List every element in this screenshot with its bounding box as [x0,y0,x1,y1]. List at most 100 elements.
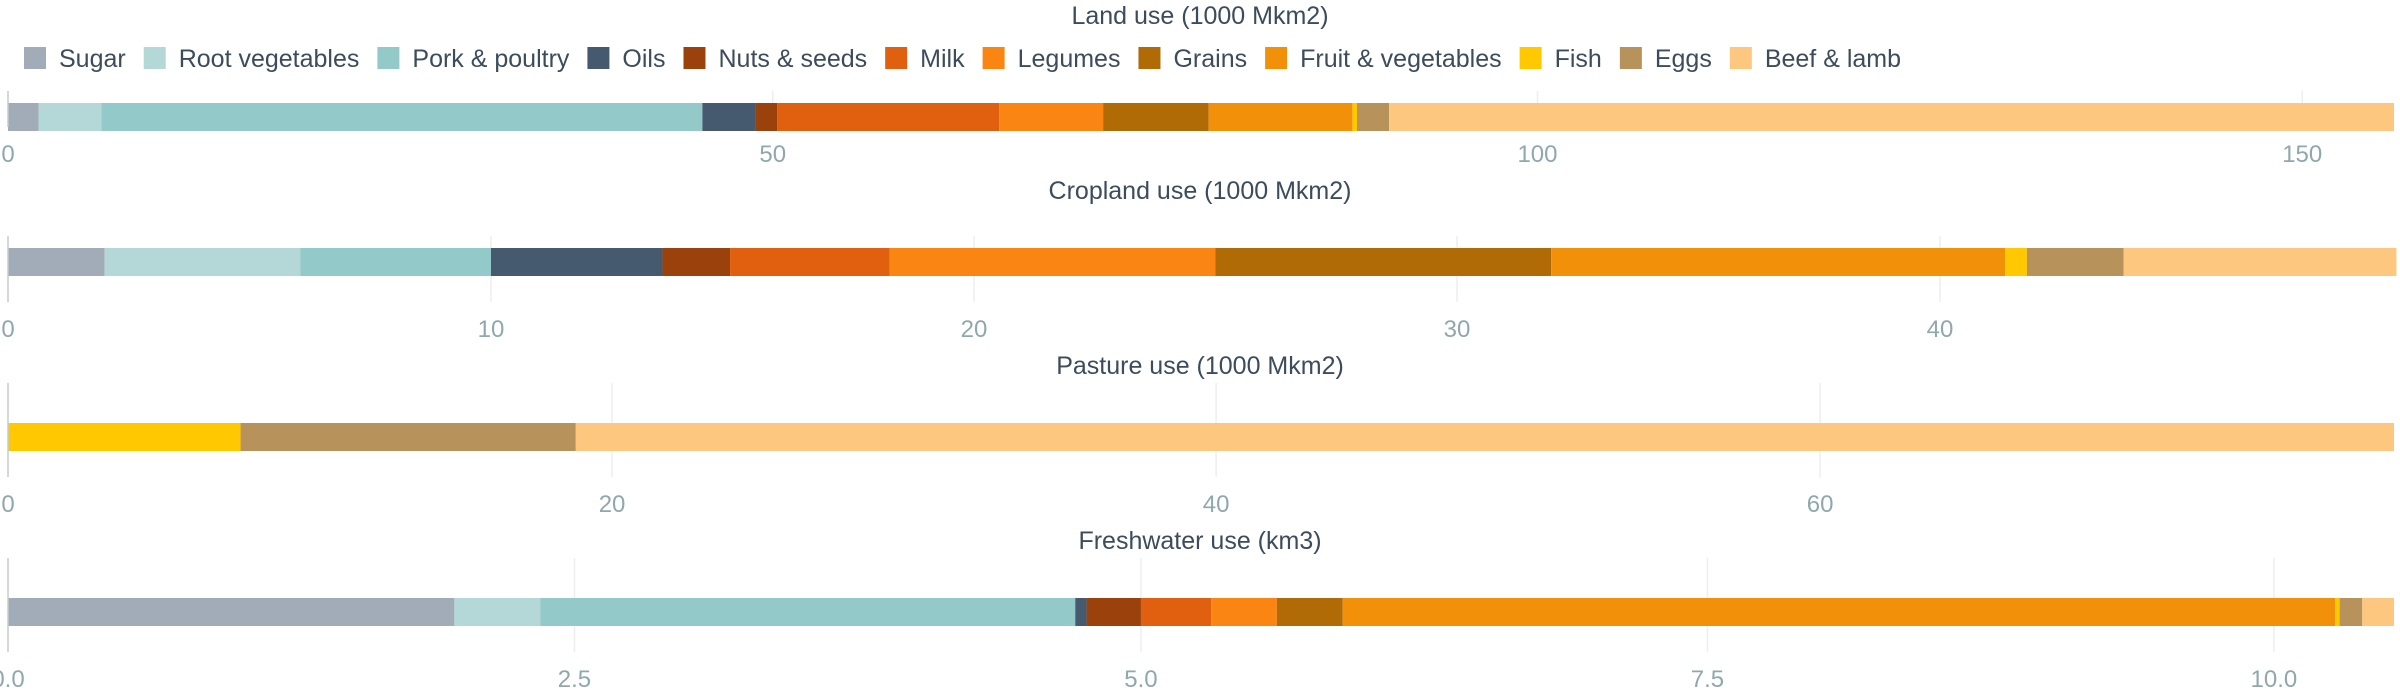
legend-swatch [24,47,46,69]
legend-swatch [377,47,400,69]
chart-panel-land-use-1000-mkm2: Land use (1000 Mkm2) 0 50 100 150 [1,2,2394,168]
x-tick-label: 40 [1203,491,1230,518]
legend-label: Grains [1173,45,1247,73]
legend-swatch [587,47,610,69]
bar-segment-grains[interactable] [1103,103,1209,131]
legend-item-sugar[interactable]: Sugar [24,45,126,73]
x-tick-label: 5.0 [1124,666,1157,693]
bar-segment-pork-and-poultry[interactable] [540,598,1076,626]
legend-swatch [982,47,1005,69]
bar-segment-fish[interactable] [2335,598,2340,626]
legend-label: Nuts & seeds [718,45,867,73]
bar-segment-pork-and-poultry[interactable] [300,248,491,276]
legend-label: Pork & poultry [412,45,570,73]
bar-segment-sugar[interactable] [8,598,455,626]
x-tick-label: 7.5 [1691,666,1724,693]
legend-label: Oils [622,45,665,73]
legend-item-root-vegetables[interactable]: Root vegetables [143,45,360,73]
bar-segment-fruit-and-vegetables[interactable] [1342,598,2336,626]
bar-segment-sugar[interactable] [8,248,105,276]
bar-segment-grains[interactable] [1276,598,1343,626]
bar-segment-root-vegetables[interactable] [38,103,102,131]
legend-swatch [1138,47,1161,69]
bar-segment-eggs[interactable] [1357,103,1390,131]
x-tick-label: 0.0 [0,666,25,693]
legend-item-beef-and-lamb[interactable]: Beef & lamb [1729,45,1901,73]
bar-segment-fish[interactable] [8,423,241,451]
bar-segment-grains[interactable] [1215,248,1552,276]
legend-swatch [885,47,908,69]
bar-segment-legumes[interactable] [999,103,1104,131]
bar-segment-beef-and-lamb[interactable] [2362,598,2394,626]
x-tick-label: 10.0 [2251,666,2298,693]
legend-item-fruit-and-vegetables[interactable]: Fruit & vegetables [1265,45,1502,73]
bar-segment-sugar[interactable] [8,103,39,131]
legend-item-grains[interactable]: Grains [1138,45,1247,73]
bar-segment-fish[interactable] [1352,103,1358,131]
bar-segment-oils[interactable] [490,248,663,276]
bar-segment-beef-and-lamb[interactable] [2123,248,2397,276]
bar-segment-milk[interactable] [777,103,1000,131]
bar-segment-fish[interactable] [2005,248,2027,276]
legend-item-pork-and-poultry[interactable]: Pork & poultry [377,45,570,73]
bar-segment-beef-and-lamb[interactable] [575,423,2394,451]
bar-segment-eggs[interactable] [2339,598,2363,626]
bar-segment-legumes[interactable] [1211,598,1277,626]
bar-segment-oils[interactable] [702,103,756,131]
legend-swatch [143,47,166,69]
bar-segment-nuts-and-seeds[interactable] [755,103,778,131]
legend: Sugar Root vegetables Pork & poultry Oils Nu… [24,45,1901,73]
x-tick-label: 0 [1,316,14,343]
chart-panel-pasture-use-1000-mkm2: Pasture use (1000 Mkm2) 0 20 40 60 [1,352,2394,518]
bar-segment-fruit-and-vegetables[interactable] [1208,103,1353,131]
bar-segment-milk[interactable] [730,248,890,276]
chart-panel-freshwater-use-km3: Freshwater use (km3) 0.0 2.5 5.0 7.5 10.0 [0,527,2394,693]
legend-swatch [1619,47,1642,69]
legend-item-oils[interactable]: Oils [587,45,665,73]
legend-swatch [1729,47,1752,69]
legend-label: Eggs [1655,45,1712,73]
legend-item-milk[interactable]: Milk [885,45,965,73]
bar-segment-oils[interactable] [1075,598,1087,626]
bar-segment-legumes[interactable] [889,248,1216,276]
legend-label: Legumes [1018,45,1121,73]
chart-panel-cropland-use-1000-mkm2: Cropland use (1000 Mkm2) 0 10 20 30 40 [1,177,2397,343]
legend-item-nuts-and-seeds[interactable]: Nuts & seeds [683,45,867,73]
legend-label: Fish [1555,45,1602,73]
x-tick-label: 10 [478,316,505,343]
bar-segment-eggs[interactable] [240,423,576,451]
x-tick-label: 0 [1,491,14,518]
bar-segment-root-vegetables[interactable] [104,248,301,276]
legend-label: Milk [920,45,965,73]
bar-segment-nuts-and-seeds[interactable] [662,248,731,276]
legend-label: Root vegetables [179,45,360,73]
x-tick-label: 2.5 [558,666,591,693]
bar-segment-eggs[interactable] [2026,248,2124,276]
panel-title: Cropland use (1000 Mkm2) [1049,177,1352,205]
x-tick-label: 0 [1,141,14,168]
legend-label: Beef & lamb [1765,45,1901,73]
bar-segment-pork-and-poultry[interactable] [101,103,703,131]
x-tick-label: 100 [1517,141,1557,168]
legend-item-eggs[interactable]: Eggs [1619,45,1712,73]
bar-segment-nuts-and-seeds[interactable] [1086,598,1141,626]
x-tick-label: 40 [1927,316,1954,343]
legend-swatch [683,47,706,69]
panel-title: Pasture use (1000 Mkm2) [1056,352,1344,380]
legend-swatch [1519,47,1542,69]
x-tick-label: 60 [1807,491,1834,518]
legend-item-legumes[interactable]: Legumes [982,45,1121,73]
x-tick-label: 50 [759,141,786,168]
bar-segment-beef-and-lamb[interactable] [1389,103,2394,131]
x-tick-label: 20 [961,316,988,343]
legend-label: Fruit & vegetables [1300,45,1502,73]
panel-title: Land use (1000 Mkm2) [1071,2,1328,30]
legend-item-fish[interactable]: Fish [1519,45,1602,73]
legend-label: Sugar [59,45,126,73]
panel-title: Freshwater use (km3) [1078,527,1321,555]
bar-segment-milk[interactable] [1140,598,1212,626]
bar-segment-fruit-and-vegetables[interactable] [1551,248,2006,276]
bar-segment-root-vegetables[interactable] [454,598,541,626]
